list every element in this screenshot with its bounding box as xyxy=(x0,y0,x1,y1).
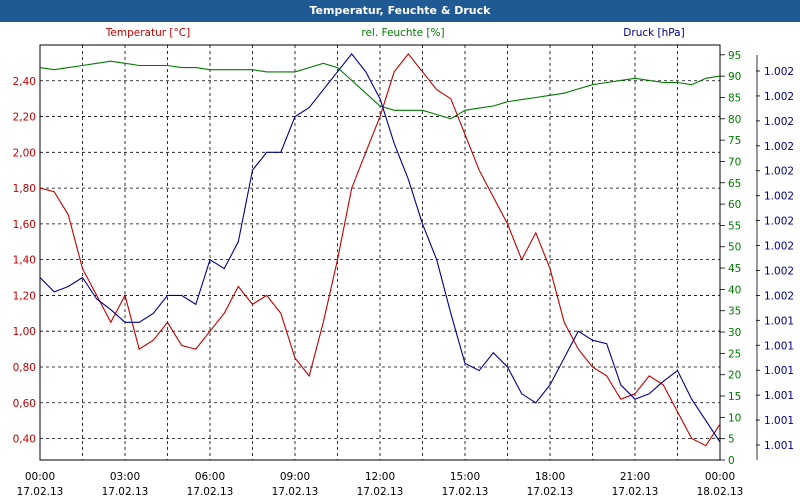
series-line xyxy=(39,53,721,447)
y-tick-label-pressure: 1.002 xyxy=(764,290,794,302)
y-tick-label-right: 70 xyxy=(728,156,741,168)
x-tick-time: 21:00 xyxy=(620,471,650,483)
y-tick-label-pressure: 1.002 xyxy=(764,216,794,228)
y-tick-label-right: 80 xyxy=(728,114,741,126)
y-tick-label-right: 75 xyxy=(728,135,741,147)
y-tick-label-right: 95 xyxy=(728,50,741,62)
y-tick-label-pressure: 1.002 xyxy=(764,166,794,178)
y-tick-label-pressure: 1.001 xyxy=(764,440,794,452)
x-tick-date: 17.02.13 xyxy=(357,486,404,498)
x-tick-date: 17.02.13 xyxy=(102,486,149,498)
y-tick-label-pressure: 1.002 xyxy=(764,265,794,277)
x-tick-date: 18.02.13 xyxy=(697,486,744,498)
y-tick-label-right: 90 xyxy=(728,71,741,83)
y-tick-label-pressure: 1.002 xyxy=(764,116,794,128)
chart-title: Temperatur, Feuchte & Druck xyxy=(0,0,800,22)
y-tick-label-right: 45 xyxy=(728,263,741,275)
y-tick-label-right: 65 xyxy=(728,178,741,190)
y-tick-label-pressure: 1.001 xyxy=(764,365,794,377)
y-tick-label-left: 2,00 xyxy=(13,147,36,159)
y-tick-label-right: 35 xyxy=(728,306,741,318)
y-tick-label-right: 60 xyxy=(728,199,741,211)
x-tick-date: 17.02.13 xyxy=(272,486,319,498)
y-tick-label-right: 30 xyxy=(728,327,741,339)
y-tick-label-right: 20 xyxy=(728,370,741,382)
y-tick-label-left: 0,60 xyxy=(13,398,36,410)
x-tick-time: 06:00 xyxy=(195,471,225,483)
y-tick-label-pressure: 1.002 xyxy=(764,66,794,78)
y-tick-label-left: 2,40 xyxy=(13,76,36,88)
x-tick-time: 00:00 xyxy=(25,471,55,483)
y-tick-label-pressure: 1.002 xyxy=(764,191,794,203)
y-tick-label-left: 0,80 xyxy=(13,362,36,374)
y-tick-label-pressure: 1.002 xyxy=(764,141,794,153)
y-tick-label-right: 50 xyxy=(728,242,741,254)
series-label: Temperatur [°C] xyxy=(105,27,190,39)
y-tick-label-right: 0 xyxy=(728,455,735,467)
y-tick-label-pressure: 1.001 xyxy=(764,390,794,402)
y-tick-label-left: 1,40 xyxy=(13,255,36,267)
y-tick-label-left: 1,60 xyxy=(13,219,36,231)
y-tick-label-right: 15 xyxy=(728,391,741,403)
x-tick-time: 00:00 xyxy=(705,471,735,483)
x-tick-date: 17.02.13 xyxy=(612,486,659,498)
x-tick-time: 12:00 xyxy=(365,471,395,483)
y-tick-label-left: 1,00 xyxy=(13,326,36,338)
y-tick-label-left: 2,20 xyxy=(13,112,36,124)
x-tick-date: 17.02.13 xyxy=(527,486,574,498)
y-tick-label-right: 55 xyxy=(728,220,741,232)
y-tick-label-left: 1,20 xyxy=(13,290,36,302)
series-label: rel. Feuchte [%] xyxy=(361,27,444,39)
x-tick-time: 09:00 xyxy=(280,471,310,483)
y-tick-label-right: 10 xyxy=(728,412,741,424)
y-tick-label-left: 1,80 xyxy=(13,183,36,195)
y-tick-label-pressure: 1.001 xyxy=(764,340,794,352)
x-tick-date: 17.02.13 xyxy=(17,486,64,498)
x-tick-time: 18:00 xyxy=(535,471,565,483)
y-tick-label-right: 40 xyxy=(728,284,741,296)
y-tick-label-pressure: 1.002 xyxy=(764,241,794,253)
x-tick-date: 17.02.13 xyxy=(187,486,234,498)
y-tick-label-pressure: 1.001 xyxy=(764,315,794,327)
series-line xyxy=(39,60,721,120)
series-label: Druck [hPa] xyxy=(623,27,684,39)
y-tick-label-pressure: 1.002 xyxy=(764,91,794,103)
y-tick-label-left: 0,40 xyxy=(13,434,36,446)
y-tick-label-right: 5 xyxy=(728,434,735,446)
x-tick-time: 15:00 xyxy=(450,471,480,483)
series-line xyxy=(39,53,721,443)
y-tick-label-right: 25 xyxy=(728,348,741,360)
x-tick-date: 17.02.13 xyxy=(442,486,489,498)
x-tick-time: 03:00 xyxy=(110,471,140,483)
y-tick-label-right: 85 xyxy=(728,92,741,104)
y-tick-label-pressure: 1.001 xyxy=(764,415,794,427)
